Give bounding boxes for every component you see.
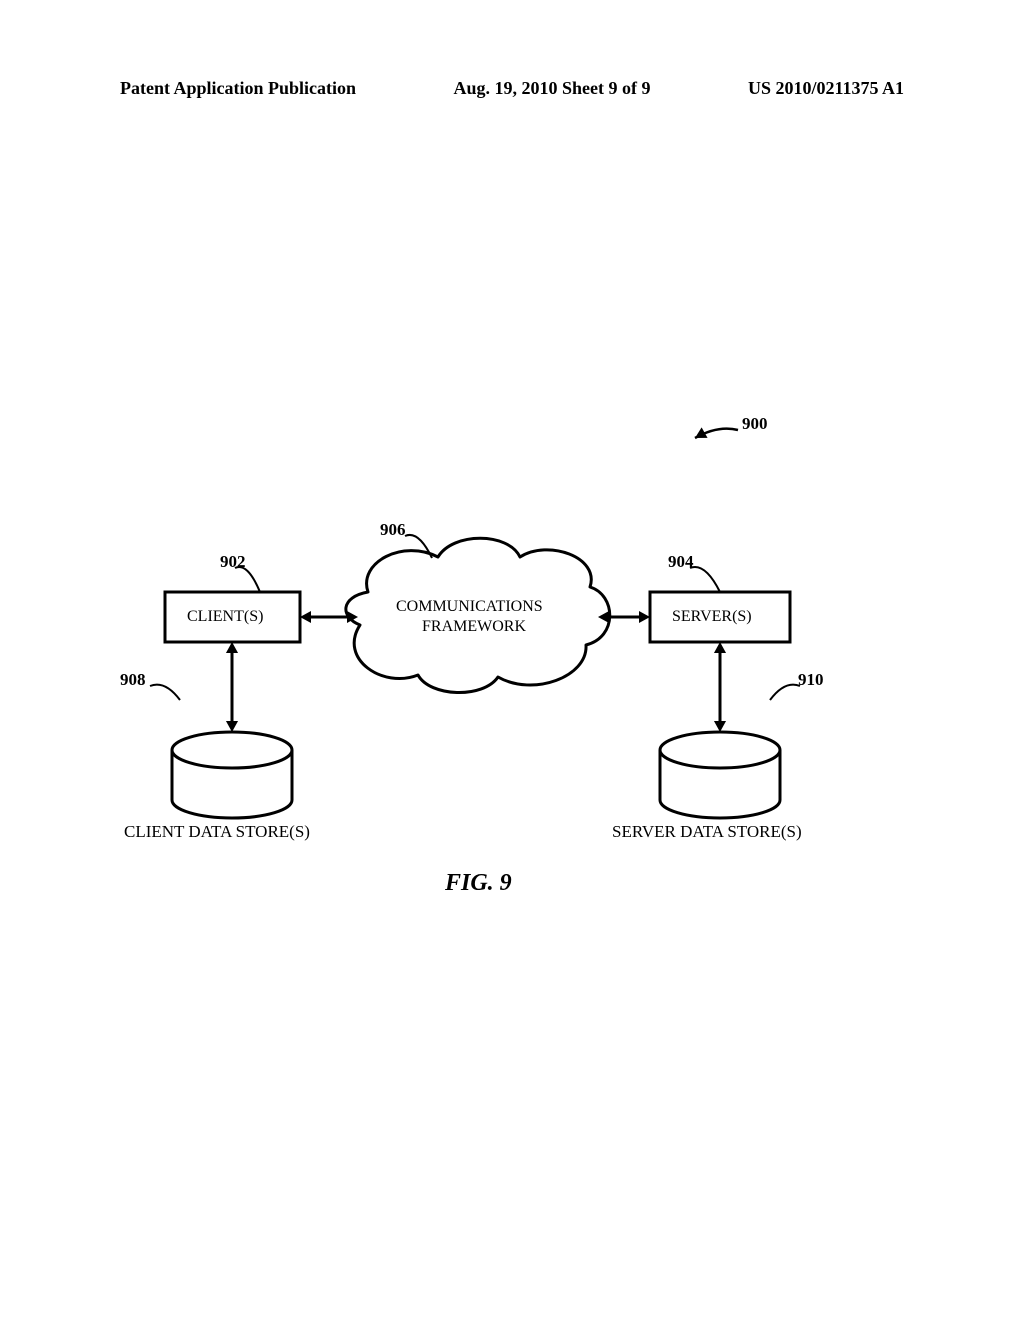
ref-900: 900: [742, 414, 768, 434]
figure-title: FIG. 9: [445, 870, 512, 897]
client-label: CLIENT(S): [187, 608, 263, 626]
page: Patent Application Publication Aug. 19, …: [0, 0, 1024, 1320]
server-store-label: SERVER DATA STORE(S): [612, 822, 802, 842]
ref-902: 902: [220, 552, 246, 572]
ref-904: 904: [668, 552, 694, 572]
cloud-label-1: COMMUNICATIONS: [396, 598, 543, 616]
figure-9: 900 CLIENT(S) 902 SERVER(S) 904 COMMUNIC…: [0, 0, 1024, 1320]
server-label: SERVER(S): [672, 608, 752, 626]
client-store-label: CLIENT DATA STORE(S): [124, 822, 310, 842]
ref-910: 910: [798, 670, 824, 690]
ref-908: 908: [120, 670, 146, 690]
figure-svg: [0, 0, 1024, 1320]
cloud-label-2: FRAMEWORK: [422, 618, 526, 636]
ref-906: 906: [380, 520, 406, 540]
